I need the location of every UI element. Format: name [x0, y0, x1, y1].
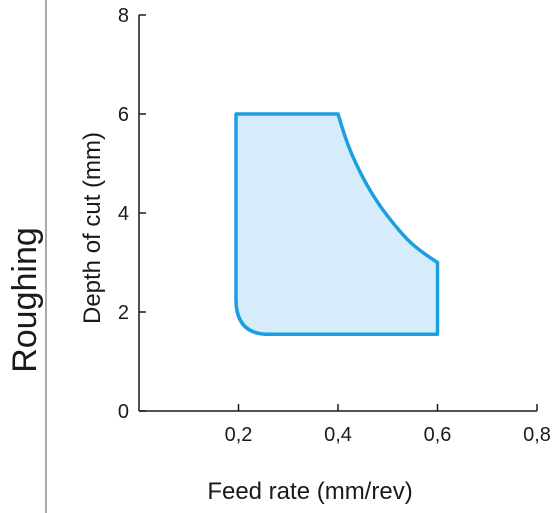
y-tick-label: 4 [118, 203, 129, 225]
x-tick-label: 0,4 [324, 424, 352, 446]
y-tick-label: 6 [118, 104, 129, 126]
axes: 0 2 4 6 8 0,2 0,4 0,6 0,8 [118, 5, 551, 446]
x-tick-label: 0,8 [523, 424, 551, 446]
region-layer [234, 112, 440, 337]
y-axis-label: Depth of cut (mm) [79, 132, 106, 324]
x-tick-label: 0,6 [424, 424, 452, 446]
y-tick-label: 2 [118, 302, 129, 324]
y-tick-label: 0 [118, 401, 129, 423]
section-label: Roughing [6, 227, 44, 373]
x-tick-label: 0,2 [225, 424, 253, 446]
y-tick-label: 8 [118, 5, 129, 27]
x-axis-label: Feed rate (mm/rev) [207, 478, 412, 505]
operating-region [234, 112, 440, 337]
